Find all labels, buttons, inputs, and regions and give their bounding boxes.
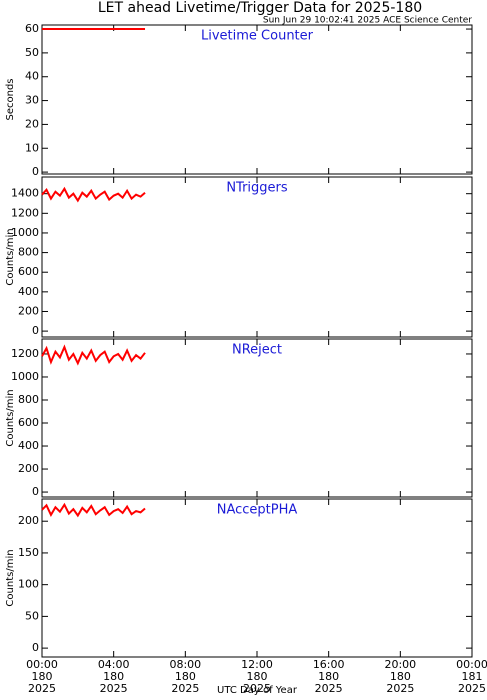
y-tick-label: 600: [18, 265, 39, 278]
panel-title: NReject: [232, 343, 282, 358]
y-tick-label: 0: [32, 165, 39, 178]
y-tick-label: 200: [18, 514, 39, 527]
x-tick-label: 180: [175, 670, 196, 683]
panel-title: NTriggers: [226, 181, 288, 196]
y-tick-label: 800: [18, 393, 39, 406]
x-tick-label: 180: [390, 670, 411, 683]
x-tick-label: 180: [318, 670, 339, 683]
subtitle: Sun Jun 29 10:02:41 2025 ACE Science Cen…: [263, 16, 472, 26]
y-tick-label: 150: [18, 546, 39, 559]
x-axis-label: UTC Day of Year: [217, 685, 298, 696]
y-tick-label: 50: [25, 46, 39, 59]
y-tick-label: 20: [25, 117, 39, 130]
x-tick-label: 2025: [100, 682, 128, 695]
plot-frame: [41, 338, 473, 498]
x-tick-label: 2025: [315, 682, 343, 695]
panel-title: NAcceptPHA: [217, 503, 298, 518]
x-tick-label: 2025: [171, 682, 199, 695]
y-axis-label: Counts/min: [5, 549, 16, 606]
y-tick-label: 800: [18, 246, 39, 259]
data-line: [41, 186, 146, 203]
x-tick-label: 180: [247, 670, 268, 683]
y-tick-label: 1400: [11, 187, 39, 200]
x-tick-label: 00:00: [456, 658, 487, 671]
x-tick-label: 12:00: [241, 658, 273, 671]
y-tick-label: 10: [25, 141, 39, 154]
y-axis-label: Counts/min: [5, 389, 16, 446]
y-tick-label: 1000: [11, 370, 39, 383]
y-tick-label: 40: [25, 70, 39, 83]
y-tick-label: 200: [18, 462, 39, 475]
x-tick-label: 2025: [28, 682, 56, 695]
y-tick-label: 0: [32, 324, 39, 337]
data-line: [41, 502, 146, 518]
y-tick-label: 50: [25, 609, 39, 622]
y-tick-label: 30: [25, 94, 39, 107]
y-tick-label: 100: [18, 578, 39, 591]
y-tick-label: 0: [32, 641, 39, 654]
x-tick-label: 08:00: [169, 658, 201, 671]
y-axis-label: Counts/min: [5, 228, 16, 285]
x-tick-label: 16:00: [313, 658, 345, 671]
x-tick-label: 181: [462, 670, 483, 683]
plot-frame: [41, 176, 473, 338]
x-tick-label: 2025: [243, 682, 271, 695]
panel-title: Livetime Counter: [201, 29, 314, 44]
y-tick-label: 1200: [11, 206, 39, 219]
x-tick-label: 00:00: [26, 658, 58, 671]
y-tick-label: 200: [18, 304, 39, 317]
y-tick-label: 400: [18, 439, 39, 452]
y-tick-label: 1000: [11, 226, 39, 239]
y-tick-label: 60: [25, 22, 39, 35]
x-tick-label: 2025: [458, 682, 486, 695]
y-tick-label: 600: [18, 416, 39, 429]
plot-frame: [41, 24, 473, 175]
y-tick-label: 1200: [11, 347, 39, 360]
y-tick-label: 400: [18, 285, 39, 298]
y-axis-label: Seconds: [5, 78, 16, 120]
x-tick-label: 180: [103, 670, 124, 683]
x-tick-label: 2025: [386, 682, 414, 695]
y-tick-label: 0: [32, 485, 39, 498]
data-line: [41, 344, 146, 366]
page-title: LET ahead Livetime/Trigger Data for 2025…: [98, 0, 422, 16]
x-tick-label: 180: [32, 670, 53, 683]
x-tick-label: 04:00: [98, 658, 130, 671]
plot-frame: [41, 498, 473, 658]
x-tick-label: 20:00: [384, 658, 416, 671]
